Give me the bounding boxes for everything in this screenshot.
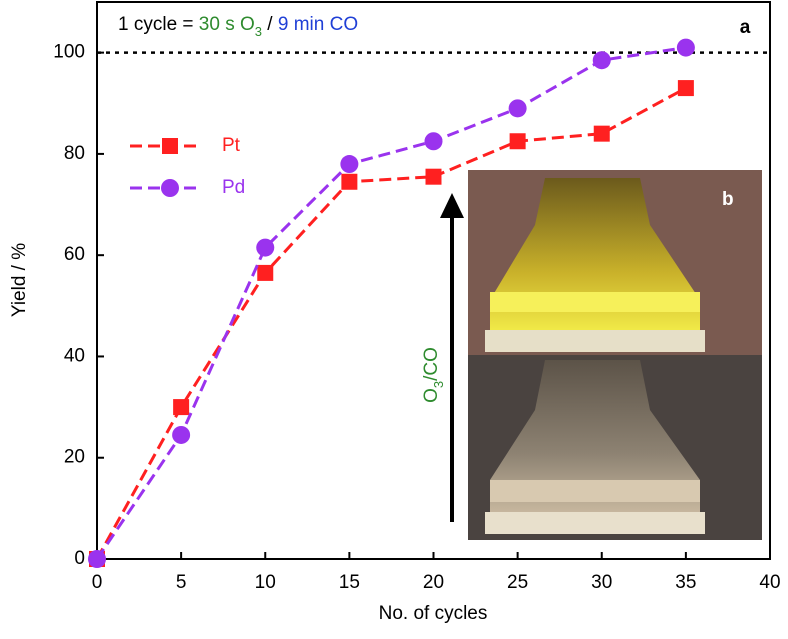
x-tick-label: 30 bbox=[591, 572, 612, 593]
text-part: 30 s O bbox=[199, 14, 255, 35]
inset-label: b bbox=[722, 189, 734, 210]
text-part: 3 bbox=[255, 24, 262, 39]
marker bbox=[341, 173, 358, 190]
arrow-label: O3/CO bbox=[421, 347, 446, 403]
inset-photo: b bbox=[468, 170, 762, 540]
marker bbox=[508, 99, 527, 118]
text-part: /CO bbox=[421, 347, 442, 381]
x-tick-label: 35 bbox=[675, 572, 696, 593]
x-tick-label: 15 bbox=[339, 572, 360, 593]
marker bbox=[256, 238, 275, 257]
text-part: / bbox=[262, 14, 278, 35]
text-part: O bbox=[421, 388, 442, 403]
x-tick-label: 0 bbox=[92, 572, 103, 593]
marker bbox=[172, 425, 191, 444]
series-line bbox=[95, 46, 687, 560]
y-axis-label: Yield / % bbox=[9, 243, 30, 317]
y-tick-label: 20 bbox=[64, 447, 85, 468]
text-part: 9 min CO bbox=[278, 14, 358, 35]
marker bbox=[162, 138, 178, 154]
x-tick-label: 10 bbox=[255, 572, 276, 593]
panel-label: a bbox=[740, 17, 751, 38]
y-tick-label: 40 bbox=[64, 345, 85, 366]
text-part: 1 cycle = bbox=[118, 14, 199, 35]
marker bbox=[676, 38, 695, 57]
marker bbox=[257, 264, 274, 281]
x-tick-label: 20 bbox=[423, 572, 444, 593]
marker bbox=[88, 550, 106, 568]
x-axis-label: No. of cycles bbox=[379, 603, 488, 624]
y-tick-label: 0 bbox=[74, 548, 85, 569]
marker bbox=[593, 125, 610, 142]
y-tick-label: 60 bbox=[64, 244, 85, 265]
marker bbox=[509, 133, 526, 150]
legend-label: Pd bbox=[222, 177, 245, 198]
marker bbox=[677, 80, 694, 97]
x-tick-label: 40 bbox=[759, 572, 780, 593]
arrow bbox=[440, 193, 464, 522]
marker bbox=[161, 179, 179, 197]
marker bbox=[424, 132, 443, 151]
y-tick-label: 100 bbox=[53, 42, 85, 63]
text-part: 3 bbox=[431, 381, 446, 388]
marker bbox=[425, 168, 442, 185]
series-line bbox=[95, 86, 687, 560]
marker bbox=[340, 155, 359, 174]
marker bbox=[592, 51, 611, 70]
x-tick-label: 25 bbox=[507, 572, 528, 593]
x-tick-label: 5 bbox=[176, 572, 187, 593]
legend-label: Pt bbox=[222, 135, 241, 156]
annotation: 1 cycle = 30 s O3 / 9 min CO bbox=[118, 14, 358, 39]
y-tick-label: 80 bbox=[64, 143, 85, 164]
marker bbox=[173, 399, 190, 416]
